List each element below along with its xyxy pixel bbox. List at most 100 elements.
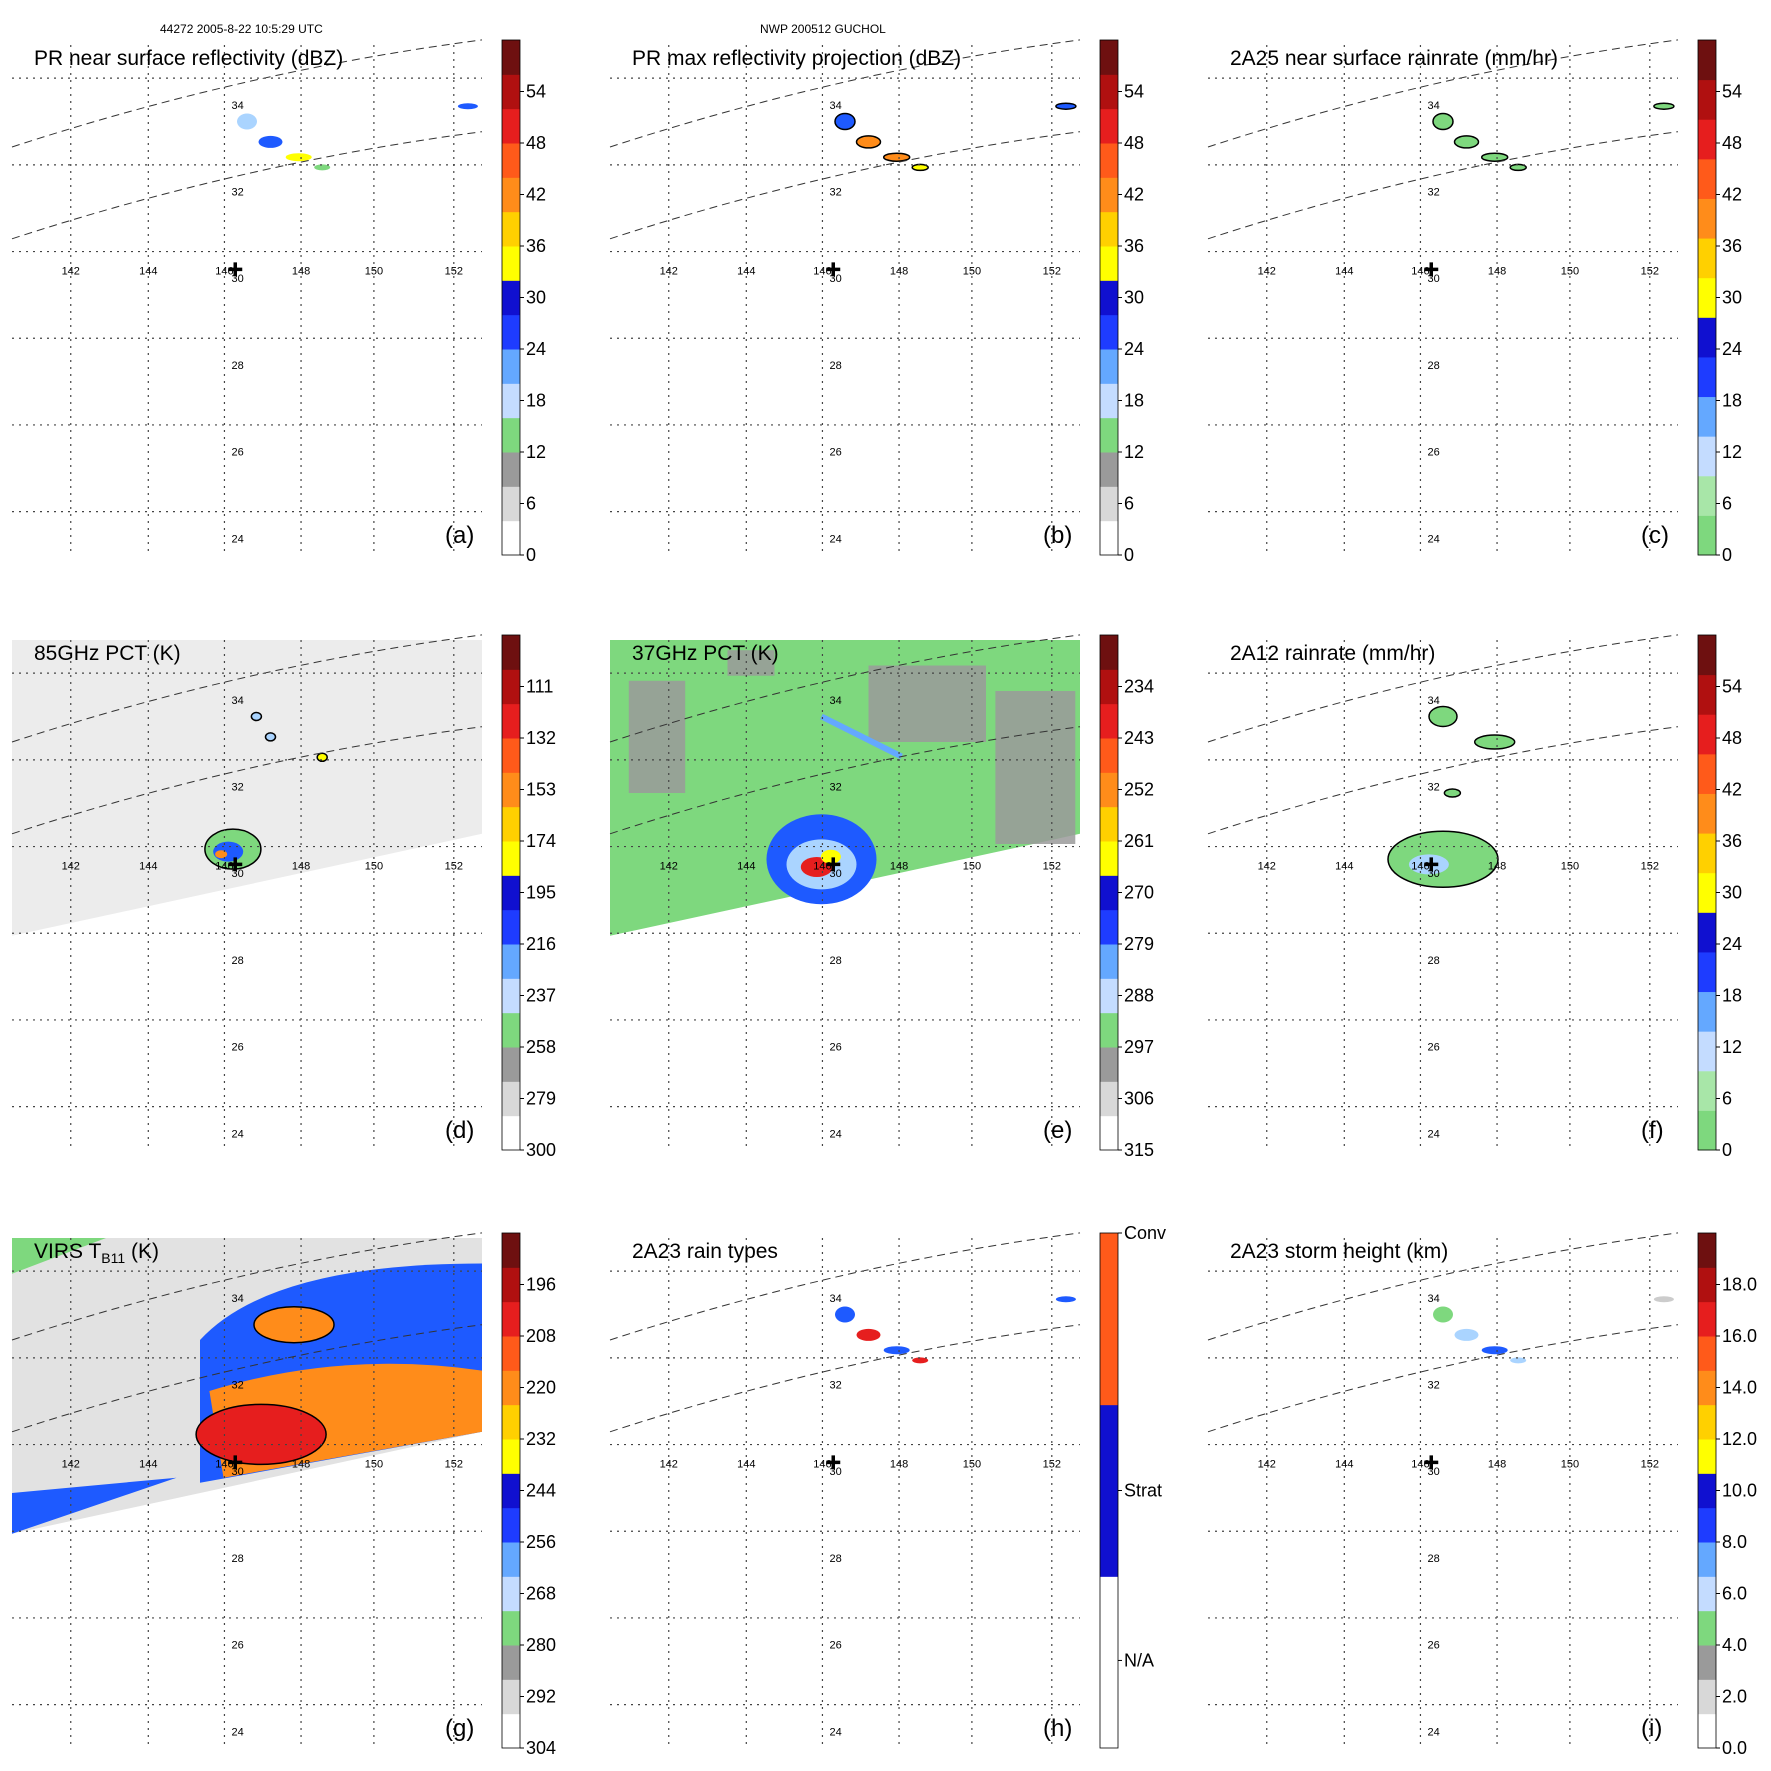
panel-letter: (g) (445, 1715, 474, 1742)
colorbar-segment (1100, 40, 1118, 75)
colorbar-segment (1698, 1542, 1716, 1577)
colorbar-segment (1698, 793, 1716, 834)
lon-tick-label: 150 (365, 861, 383, 873)
title-suffix: (K) (125, 1240, 159, 1263)
colorbar-segment (1698, 912, 1716, 953)
colorbar-segment (1100, 108, 1118, 144)
pr-cell (856, 1328, 881, 1341)
colorbar-segment (1698, 1233, 1716, 1268)
colorbar-segment (1698, 79, 1716, 120)
colorbar-segment (1698, 475, 1716, 516)
colorbar-segment (1698, 951, 1716, 993)
lon-tick-label: 150 (365, 266, 383, 278)
warm-patch (868, 665, 986, 742)
colorbar-segment (1100, 875, 1118, 911)
lon-tick-label: 144 (1335, 266, 1353, 278)
pr-cell (1510, 1357, 1527, 1364)
colorbar-segment (502, 1370, 520, 1406)
swath-edge-south (1207, 131, 1679, 240)
lat-tick-label: 32 (829, 186, 841, 198)
colorbar-tick-label: 256 (526, 1532, 556, 1552)
warm-patch (628, 680, 686, 793)
colorbar-segment (502, 1115, 520, 1151)
colorbar-segment (502, 669, 520, 705)
colorbar-segment (1100, 772, 1118, 808)
colorbar-segment (502, 74, 520, 110)
panel-letter: (h) (1043, 1715, 1072, 1742)
colorbar-tick-label: 18 (1722, 391, 1742, 411)
lon-tick-label: 144 (139, 266, 157, 278)
colorbar-segment (1100, 841, 1118, 876)
colorbar-segment (502, 143, 520, 178)
colorbar-tick-label: 8.0 (1722, 1532, 1747, 1552)
lat-tick-label: 32 (1427, 186, 1439, 198)
panel-title: 2A23 storm height (km) (1230, 1240, 1448, 1263)
swath-edge-south (11, 131, 483, 240)
colorbar-segment (502, 417, 520, 453)
colorbar-segment (502, 280, 520, 316)
colorbar-segment (1100, 978, 1118, 1014)
colorbar-tick-label: 18 (1124, 391, 1144, 411)
rain-cell (316, 752, 328, 763)
header-left: 44272 2005-8-22 10:5:29 UTC (160, 22, 323, 36)
colorbar-tick-label: 153 (526, 780, 556, 800)
pr-cell (457, 103, 478, 110)
colorbar-tick-label: 24 (1722, 339, 1742, 359)
rain-cell (1473, 734, 1516, 750)
colorbar-tick-label: 6 (1722, 494, 1732, 514)
warm-patch (727, 650, 775, 676)
colorbar-tick-label: 36 (1722, 236, 1742, 256)
pr-cell (1481, 1346, 1508, 1355)
lon-tick-label: 144 (1335, 861, 1353, 873)
pr-cell (1480, 152, 1509, 162)
colorbar-tick-label: 42 (1124, 185, 1144, 205)
colorbar-segment (502, 1439, 520, 1474)
lat-tick-label: 32 (231, 781, 243, 793)
colorbar-segment (1100, 486, 1118, 522)
lon-tick-label: 144 (737, 266, 755, 278)
pr-cell (258, 135, 283, 148)
colorbar-tick-label: 48 (1722, 133, 1742, 153)
colorbar-tick-label: 30 (526, 288, 546, 308)
colorbar-segment (502, 314, 520, 350)
rain-cell (1428, 705, 1458, 728)
lon-tick-label: 148 (890, 861, 908, 873)
colorbar-segment (1698, 119, 1716, 160)
colorbar-segment (1100, 383, 1118, 419)
colorbar-segment (1698, 40, 1716, 81)
panel-letter: (e) (1043, 1117, 1072, 1144)
colorbar-segment (502, 246, 520, 281)
lat-tick-label: 30 (231, 868, 243, 880)
panel-title: PR max reflectivity projection (dBZ) (632, 47, 961, 70)
colorbar-segment (502, 909, 520, 945)
colorbar-segment (1100, 1012, 1118, 1048)
lon-tick-label: 148 (890, 266, 908, 278)
colorbar-tick-label: 12 (1722, 1037, 1742, 1057)
colorbar-segment (502, 1542, 520, 1577)
colorbar-tick-label: 6 (1124, 494, 1134, 514)
lat-tick-label: 26 (829, 1042, 841, 1054)
pr-cell (1433, 1306, 1453, 1323)
pr-cell (882, 152, 911, 162)
colorbar-segment (1100, 349, 1118, 384)
colorbar-segment (1698, 317, 1716, 358)
data-layer (237, 103, 478, 171)
colorbar-segment (1698, 753, 1716, 794)
colorbar-segment (1698, 1110, 1716, 1151)
panel-title: 2A25 near surface rainrate (mm/hr) (1230, 47, 1558, 70)
colorbar-tick-label: 48 (1124, 133, 1144, 153)
lat-tick-label: 32 (1427, 781, 1439, 793)
colorbar-tick-label: 234 (1124, 677, 1154, 697)
lat-tick-label: 34 (1427, 100, 1439, 112)
colorbar-segment (502, 383, 520, 419)
lat-tick-label: 32 (231, 1379, 243, 1391)
swath-edge-north (11, 634, 483, 743)
colorbar-segment (502, 1645, 520, 1680)
swath-edge-south (1207, 726, 1679, 835)
colorbar-tick-label: 0 (1722, 1140, 1732, 1160)
